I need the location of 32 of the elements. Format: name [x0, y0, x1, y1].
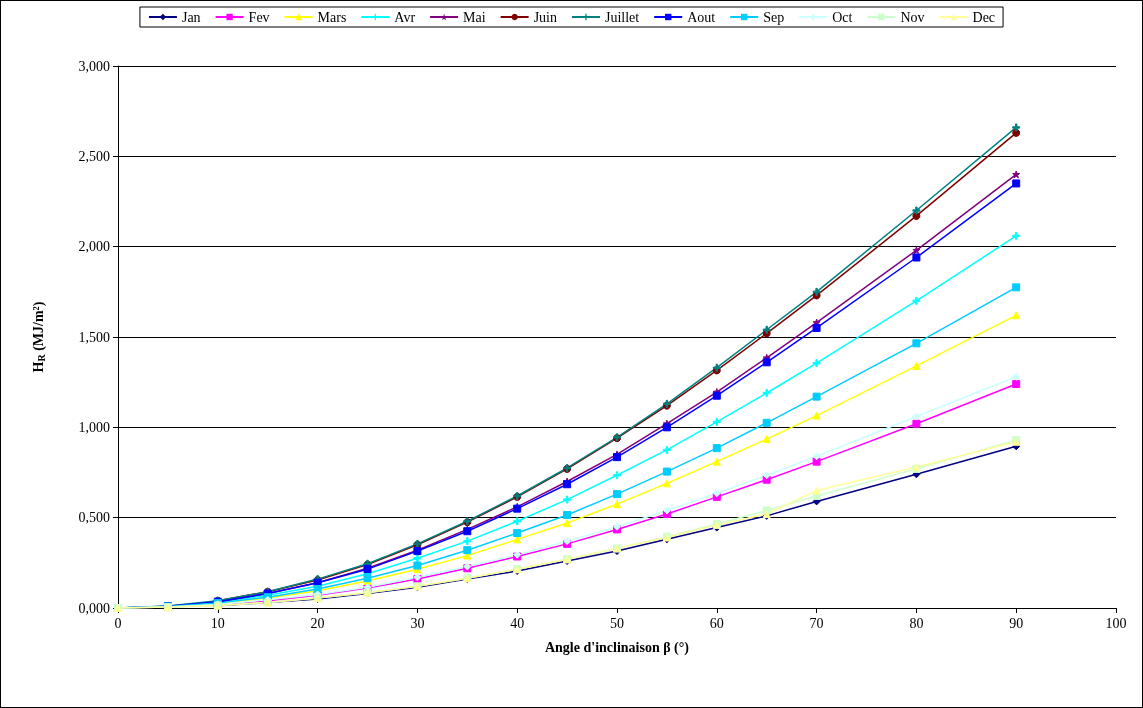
y-tick-label: 0,500 [78, 510, 110, 526]
x-tick-label: 50 [610, 615, 624, 631]
legend-label: Fev [248, 9, 270, 25]
y-axis-title: HR (MJ/m²) [30, 301, 47, 373]
y-tick-label: 0,000 [78, 600, 110, 616]
y-tick-label: 1,000 [78, 419, 110, 435]
x-axis-title: Angle d'inclinaison β (°) [544, 639, 690, 656]
y-tick-label: 2,500 [78, 148, 110, 164]
legend-label: Mars [317, 9, 347, 25]
legend-label: Mai [463, 9, 486, 25]
y-tick-label: 2,000 [78, 239, 110, 255]
y-tick-label: 1,500 [78, 329, 110, 345]
legend-label: Dec [972, 9, 996, 25]
legend-label: Jan [181, 9, 201, 25]
legend-label: Avr [394, 9, 416, 25]
x-tick-label: 90 [1009, 615, 1024, 631]
legend-label: Sep [763, 9, 785, 25]
legend-label: Oct [832, 9, 853, 25]
legend-label: Juin [533, 9, 557, 25]
x-tick-label: 100 [1105, 615, 1127, 631]
x-tick-label: 20 [310, 615, 325, 631]
x-tick-label: 40 [510, 615, 525, 631]
legend-label: Juillet [604, 9, 640, 25]
legend-label: Aout [687, 9, 716, 25]
x-tick-label: 80 [909, 615, 924, 631]
x-tick-label: 70 [809, 615, 824, 631]
y-tick-label: 3,000 [78, 58, 110, 74]
x-tick-label: 10 [210, 615, 225, 631]
x-tick-label: 30 [410, 615, 425, 631]
x-tick-label: 0 [114, 615, 122, 631]
x-tick-label: 60 [709, 615, 724, 631]
legend-label: Nov [900, 9, 925, 25]
